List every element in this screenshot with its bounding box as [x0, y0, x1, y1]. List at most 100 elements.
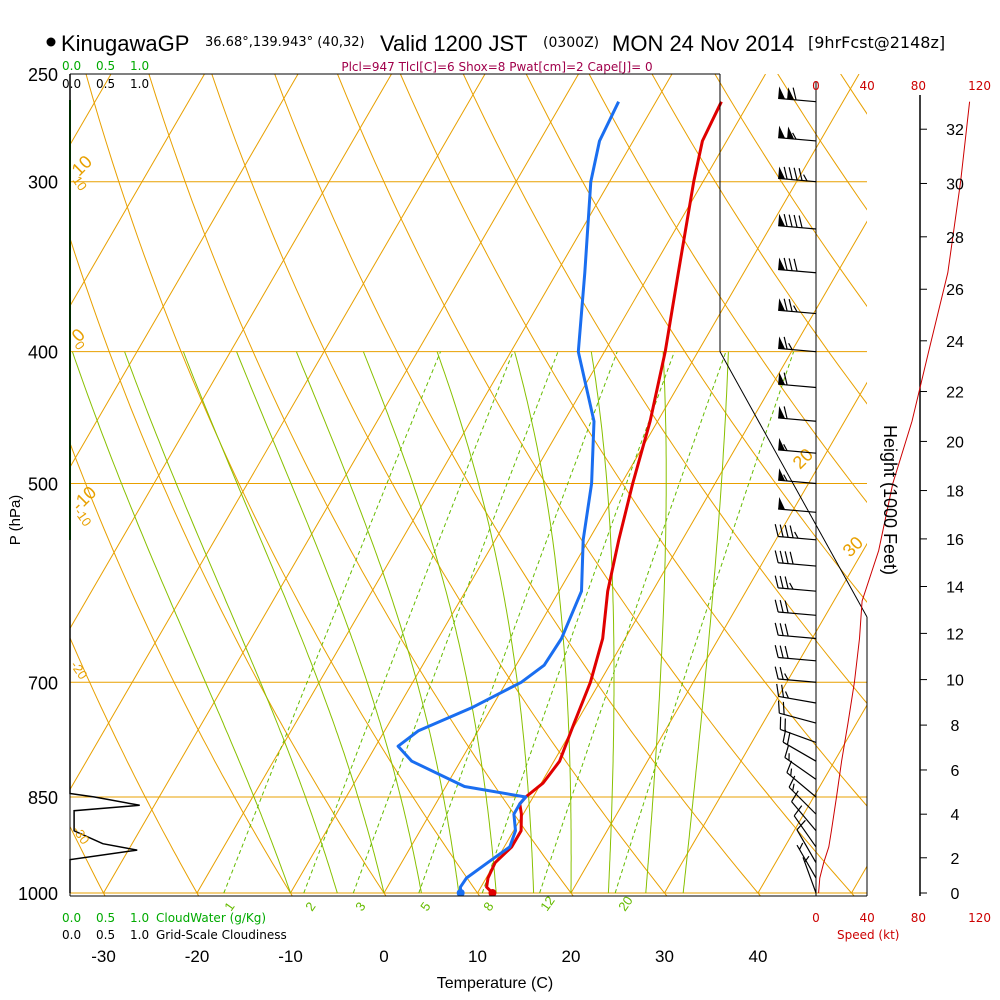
height-tick-label: 30 — [946, 176, 964, 193]
dry-adiabat-line — [211, 74, 668, 896]
wind-barb-feather — [786, 732, 791, 745]
wind-barb-feather — [788, 775, 796, 788]
mixing-ratio-label: 2 — [302, 899, 318, 914]
wind-barb-staff — [778, 535, 817, 541]
moist-adiabat-line — [514, 351, 572, 893]
cloudwater-tick-top: 0.5 — [96, 59, 115, 73]
dry-adiabat-line — [274, 74, 762, 896]
speed-tick-bottom: 80 — [911, 911, 926, 925]
isotherm-line — [70, 74, 205, 307]
wind-barb-pennant — [778, 213, 786, 227]
moist-adiabat-line — [362, 351, 497, 894]
temperature-tick-label: 30 — [655, 947, 674, 966]
dewpoint-profile — [396, 101, 620, 894]
isotherm-line — [103, 74, 579, 894]
cloudwater-tick-top: 0.0 — [62, 59, 81, 73]
wind-barb — [778, 405, 817, 422]
wind-barb-feather — [783, 372, 788, 386]
wind-barb-feather — [783, 257, 788, 271]
wind-barb-pennant — [778, 336, 786, 349]
cloudwater-tick-bottom: 0.0 — [62, 911, 81, 925]
wind-barb-feather — [792, 87, 797, 101]
mixing-ratio-line — [481, 351, 675, 894]
wind-barb — [796, 842, 817, 879]
wind-barb-feather — [793, 305, 798, 313]
wind-barb-feather — [779, 666, 784, 680]
cloudiness-tick-bottom: 0.0 — [62, 928, 81, 942]
wind-barb — [796, 819, 817, 863]
wind-barb-staff — [778, 137, 817, 142]
wind-barb-staff — [784, 757, 817, 780]
right-diagonal-border — [719, 351, 868, 618]
height-tick-label: 6 — [951, 763, 960, 780]
isotherm-line — [290, 74, 766, 894]
mixing-ratio-line — [303, 351, 514, 894]
wind-barb — [779, 716, 817, 743]
temperature-tick-label: -10 — [278, 947, 303, 966]
cloudiness-tick-top: 0.0 — [62, 77, 81, 91]
isotherm-label: 0 — [72, 338, 88, 353]
cloudwater-label: CloudWater (g/Kg) — [156, 911, 266, 925]
station-location: 36.68°,139.943° (40,32) — [205, 35, 365, 50]
speed-tick-top: 40 — [860, 79, 875, 93]
wind-barb-staff — [796, 844, 817, 879]
speed-tick-bottom: 120 — [968, 911, 991, 925]
speed-axis-label: Speed (kt) — [837, 928, 899, 942]
mixing-ratio-label: 12 — [537, 893, 558, 913]
wind-barb-feather — [804, 855, 810, 863]
wind-barb — [778, 213, 817, 230]
wind-barb-pennant — [778, 166, 786, 180]
mixing-ratio-label: 3 — [352, 899, 368, 914]
cloudiness-label: Grid-Scale Cloudiness — [156, 928, 287, 942]
wind-barb-feather — [798, 842, 804, 850]
wind-barb — [778, 125, 817, 142]
wind-barb-pennant — [778, 468, 786, 481]
wind-barb-feather — [781, 684, 785, 698]
mixing-ratio-label: 5 — [417, 899, 433, 914]
height-tick-label: 26 — [946, 282, 964, 299]
wind-barb-feather — [783, 444, 788, 451]
surface-temperature-dot — [488, 889, 497, 896]
wind-barb — [774, 550, 817, 567]
wind-barb-feather — [788, 214, 793, 228]
wind-barb — [774, 645, 817, 662]
isotherm-line — [70, 74, 299, 469]
dry-adiabat-line — [336, 74, 855, 896]
wind-barb-feather — [788, 299, 793, 312]
wind-barb-feather — [774, 599, 779, 613]
wind-barb-staff — [780, 728, 817, 743]
wind-barb — [777, 700, 817, 724]
wind-barb — [774, 575, 817, 592]
wind-barb-feather — [784, 576, 789, 589]
height-tick-label: 16 — [946, 532, 964, 549]
wind-barb — [778, 437, 817, 454]
wind-barb-feather — [789, 551, 794, 565]
wind-barb-feather — [782, 701, 785, 715]
height-tick-label: 32 — [946, 122, 964, 139]
speed-tick-top: 120 — [968, 79, 991, 93]
moist-adiabat-line — [436, 351, 535, 894]
temperature-tick-label: -20 — [185, 947, 210, 966]
dry-adiabat-line — [399, 74, 867, 807]
wind-barb-staff — [778, 678, 817, 683]
height-tick-label: 12 — [946, 626, 964, 643]
height-tick-label: 8 — [951, 718, 960, 735]
cloudiness-tick-bottom: 0.5 — [96, 928, 115, 942]
wind-barb-feather — [798, 168, 803, 181]
wind-barb — [774, 599, 817, 616]
wind-barb-feather — [788, 342, 793, 350]
wind-barb-feather — [779, 645, 784, 659]
wind-barb-feather — [784, 645, 789, 659]
wind-barb-feather — [793, 258, 798, 272]
wind-barb-pennant — [778, 298, 786, 311]
isotherm-label: 10 — [70, 173, 91, 193]
isotherm-line — [757, 704, 867, 894]
height-tick-label: 14 — [946, 580, 964, 597]
dry-adiabat-line — [651, 74, 867, 405]
surface-dewpoint-dot — [456, 889, 465, 896]
pressure-tick-label: 850 — [28, 788, 58, 808]
wind-barb — [784, 745, 817, 780]
dry-adiabat-line — [70, 441, 293, 896]
wind-barb-feather — [779, 600, 784, 613]
